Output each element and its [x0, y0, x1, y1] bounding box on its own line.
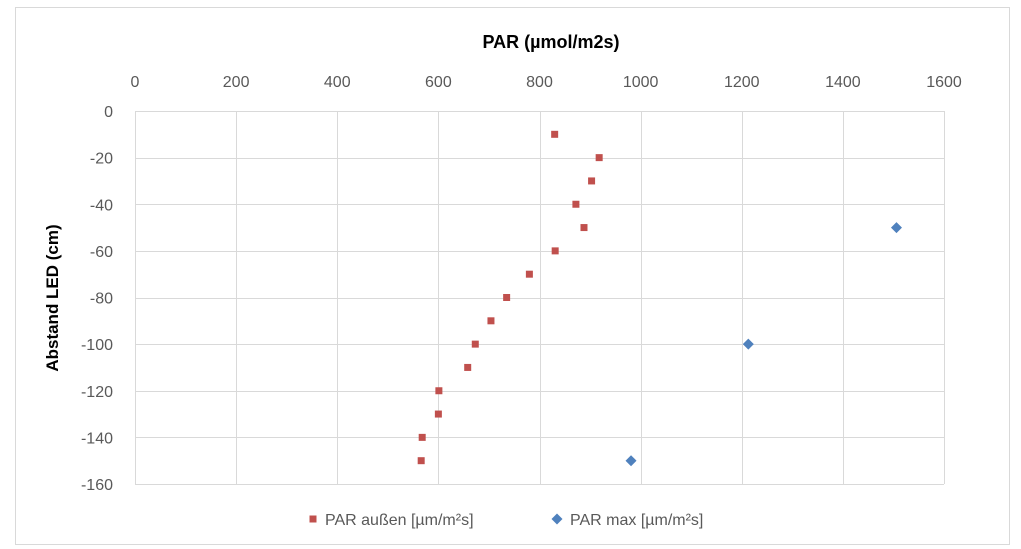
y-tick-label: -20: [90, 151, 113, 168]
legend-diamond-marker: [551, 513, 563, 525]
x-tick-label: 1000: [623, 74, 659, 91]
par-aussen-point: [487, 317, 495, 325]
par-aussen-point: [435, 387, 443, 395]
par-max-point: [890, 222, 902, 234]
y-axis-label: Abstand LED (cm): [43, 224, 62, 371]
par-aussen-point: [525, 270, 533, 278]
data-points: [417, 130, 902, 467]
x-tick-label: 400: [324, 74, 351, 91]
par-aussen-point: [503, 294, 511, 301]
par-aussen-point: [417, 457, 425, 465]
gridlines: [135, 111, 945, 485]
x-tick-label: 800: [526, 74, 553, 91]
x-axis-ticks: 0 200 400 600 800 1000 1200 1400 1600: [131, 74, 962, 91]
y-tick-label: -40: [90, 197, 113, 214]
legend: PAR außen [µm/m²s] PAR max [µm/m²s]: [309, 512, 703, 529]
chart-frame: [15, 7, 1010, 545]
y-tick-label: -80: [90, 291, 113, 308]
par-aussen-point: [464, 363, 472, 371]
x-tick-label: 200: [223, 74, 250, 91]
par-aussen-point: [580, 224, 588, 232]
legend-square-marker: [309, 515, 317, 523]
x-tick-label: 0: [131, 74, 140, 91]
legend-entry-label: PAR außen [µm/m²s]: [325, 512, 474, 529]
x-tick-label: 1600: [926, 74, 962, 91]
par-aussen-point: [551, 247, 559, 255]
par-max-point: [625, 455, 637, 467]
x-tick-label: 1200: [724, 74, 760, 91]
y-tick-label: 0: [104, 104, 113, 121]
chart-title: PAR (µmol/m2s): [482, 32, 619, 52]
y-tick-label: -60: [90, 244, 113, 261]
par-aussen-point: [418, 433, 426, 441]
legend-entry-label: PAR max [µm/m²s]: [570, 512, 703, 529]
par-aussen-point: [471, 340, 479, 348]
par-max-point: [742, 338, 754, 350]
par-aussen-point: [551, 130, 559, 138]
y-tick-label: -140: [81, 430, 113, 447]
x-tick-label: 1400: [825, 74, 861, 91]
par-aussen-point: [588, 177, 596, 185]
par-aussen-point: [434, 410, 442, 418]
y-tick-label: -120: [81, 384, 113, 401]
par-aussen-point: [595, 154, 603, 162]
y-tick-label: -100: [81, 337, 113, 354]
par-aussen-point: [572, 200, 580, 208]
y-tick-label: -160: [81, 477, 113, 494]
y-axis-ticks: 0 -20 -40 -60 -80 -100 -120 -140 -160: [81, 104, 113, 494]
x-tick-label: 600: [425, 74, 452, 91]
